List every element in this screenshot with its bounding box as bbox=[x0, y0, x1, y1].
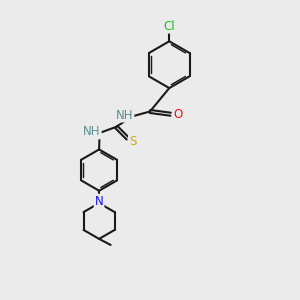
Text: N: N bbox=[95, 195, 103, 208]
Text: Cl: Cl bbox=[164, 20, 175, 33]
Text: NH: NH bbox=[116, 109, 134, 122]
Text: NH: NH bbox=[83, 125, 101, 138]
Text: S: S bbox=[129, 135, 136, 148]
Text: O: O bbox=[174, 108, 183, 121]
